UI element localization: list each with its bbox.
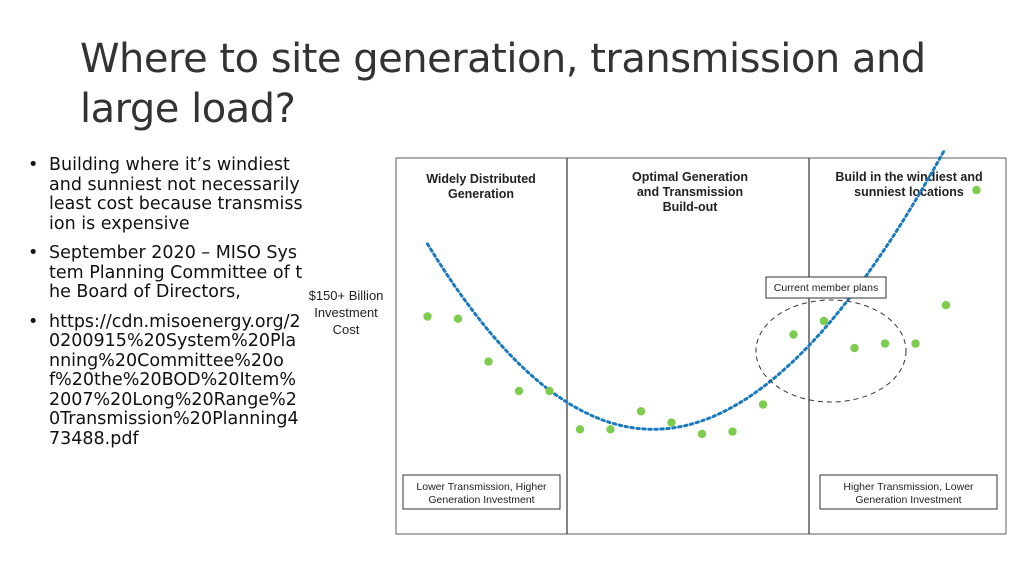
panel-footer: Lower Transmission, Higher Generation Inv… <box>416 481 547 506</box>
footer-box <box>819 474 998 510</box>
data-point <box>697 429 707 439</box>
data-point <box>636 407 646 416</box>
data-point <box>545 386 554 396</box>
panel-title: Widely Distributed Generation <box>426 172 536 201</box>
bullet-icon: • <box>28 243 39 263</box>
data-point <box>728 427 737 436</box>
bullet-list: • Building where it’s windiest and sunnie… <box>28 155 303 459</box>
bullet-icon: • <box>28 311 39 332</box>
panel-title: Optimal Generation and Transmission Build-… <box>632 170 748 214</box>
bullet-item: • September 2020 – MISO System Planning C… <box>28 243 303 303</box>
data-point <box>453 314 463 323</box>
data-point <box>514 386 524 396</box>
data-point <box>575 425 585 434</box>
bullet-icon: • <box>28 155 39 175</box>
data-point <box>606 425 615 434</box>
footer-box <box>402 474 561 510</box>
y-axis-annotation: $150+ Billion Investment Cost <box>309 288 384 337</box>
panel-footer: Higher Transmission, Lower Generation Inv… <box>843 481 974 506</box>
bullet-text: September 2020 – MISO System Planning Co… <box>49 243 303 302</box>
slide-title: Where to site generation, transmission a… <box>80 36 926 132</box>
bullet-text: Building where it’s windiest and sunnies… <box>49 155 303 234</box>
data-point <box>758 400 768 409</box>
panel-title: Build in the windiest and sunniest locati… <box>835 170 982 199</box>
callout-box <box>765 276 887 299</box>
bullet-item-link[interactable]: • https://cdn.misoenergy.org/20200915%20S… <box>28 311 303 450</box>
callout-label: Current member plans <box>774 282 878 294</box>
cost-trend-line <box>426 87 978 431</box>
data-point <box>880 339 890 348</box>
bullet-item: • Building where it’s windiest and sunnie… <box>28 155 303 234</box>
data-point <box>667 418 676 427</box>
chart-svg: $150+ Billion Investment Cost Widely Distri… <box>309 87 1007 535</box>
data-point <box>789 330 798 339</box>
data-point <box>484 357 493 366</box>
data-point <box>911 339 920 348</box>
source-url[interactable]: https://cdn.misoenergy.org/20200915%20Sy… <box>49 311 301 449</box>
data-point <box>972 185 981 195</box>
data-point <box>819 316 829 326</box>
chart: $150+ Billion Investment Cost Widely Distri… <box>300 87 1012 542</box>
data-point <box>423 312 432 321</box>
callout-ellipse <box>755 299 907 403</box>
data-point <box>850 343 859 353</box>
data-point <box>941 301 951 310</box>
